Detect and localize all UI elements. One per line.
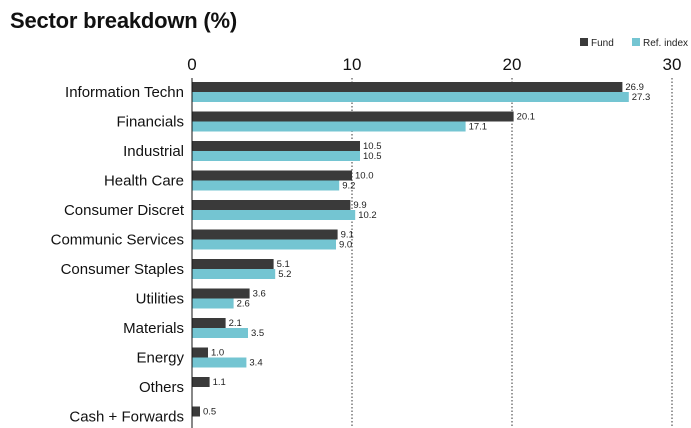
category-label: Industrial — [123, 143, 184, 160]
bar-fund — [192, 407, 200, 417]
bar-ref-index — [192, 122, 466, 132]
category-label: Communic Services — [51, 232, 184, 249]
bar-fund — [192, 112, 514, 122]
data-label: 3.5 — [251, 328, 264, 339]
bar-ref-index — [192, 181, 339, 191]
data-label: 10.5 — [363, 151, 382, 162]
bar-ref-index — [192, 358, 246, 368]
category-label: Cash + Forwards — [69, 409, 184, 426]
bar-ref-index — [192, 240, 336, 250]
bar-fund — [192, 200, 350, 210]
x-axis-ticks: 0 10 20 30 — [187, 55, 681, 74]
data-label: 3.6 — [253, 289, 266, 300]
legend-swatch-1 — [632, 38, 640, 46]
bar-ref-index — [192, 210, 355, 220]
bar-fund — [192, 348, 208, 358]
bar-fund — [192, 141, 360, 151]
x-tick-label: 30 — [663, 55, 682, 74]
category-label: Consumer Discret — [64, 202, 185, 219]
x-tick-label: 0 — [187, 55, 196, 74]
category-label: Financials — [116, 114, 184, 131]
category-label: Utilities — [136, 291, 184, 308]
data-label: 10.2 — [358, 210, 377, 221]
bar-fund — [192, 289, 250, 299]
data-label: 1.0 — [211, 348, 224, 359]
data-label: 20.1 — [517, 112, 536, 123]
legend-label-1: Ref. index — [643, 38, 688, 49]
category-label: Others — [139, 379, 184, 396]
data-label: 0.5 — [203, 407, 216, 418]
category-label: Consumer Staples — [61, 261, 184, 278]
data-label: 3.4 — [249, 358, 262, 369]
bar-ref-index — [192, 299, 234, 309]
bars: 26.927.320.117.110.510.510.09.29.910.29.… — [192, 82, 650, 418]
bar-fund — [192, 377, 210, 387]
legend: Fund Ref. index — [580, 38, 688, 49]
bar-fund — [192, 230, 338, 240]
data-label: 17.1 — [469, 122, 488, 133]
category-labels: Information Techn Financials Industrial Hea… — [51, 84, 185, 426]
bar-fund — [192, 82, 622, 92]
category-label: Health Care — [104, 173, 184, 190]
data-label: 5.2 — [278, 269, 291, 280]
bar-ref-index — [192, 328, 248, 338]
data-label: 2.6 — [237, 299, 250, 310]
bar-ref-index — [192, 151, 360, 161]
bar-fund — [192, 259, 274, 269]
bar-fund — [192, 318, 226, 328]
data-label: 27.3 — [632, 92, 651, 103]
bar-fund — [192, 171, 352, 181]
x-tick-label: 10 — [343, 55, 362, 74]
category-label: Materials — [123, 320, 184, 337]
data-label: 9.2 — [342, 181, 355, 192]
data-label: 2.1 — [229, 318, 242, 329]
data-label: 1.1 — [213, 377, 226, 388]
data-label: 10.0 — [355, 171, 374, 182]
legend-label-0: Fund — [591, 38, 614, 49]
bar-ref-index — [192, 269, 275, 279]
bar-ref-index — [192, 92, 629, 102]
x-tick-label: 20 — [503, 55, 522, 74]
legend-swatch-0 — [580, 38, 588, 46]
category-label: Energy — [136, 350, 184, 367]
data-label: 9.0 — [339, 240, 352, 251]
category-label: Information Techn — [65, 84, 184, 101]
